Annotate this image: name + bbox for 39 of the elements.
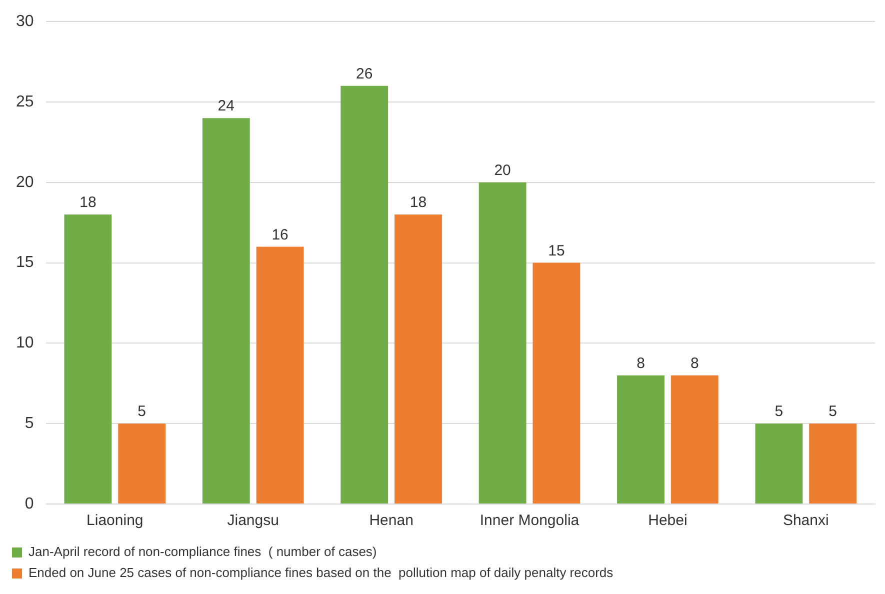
bar: [340, 86, 388, 504]
y-tick-label: 5: [24, 415, 34, 432]
data-label: 16: [272, 226, 288, 244]
data-label: 18: [80, 194, 96, 212]
bar: [532, 262, 580, 504]
x-tick-label: Jiangsu: [227, 512, 279, 530]
y-tick-label: 15: [16, 254, 34, 272]
x-tick-label: Inner Mongolia: [480, 512, 580, 530]
data-label: 8: [690, 355, 699, 372]
legend-label: Ended on June 25 cases of non-compliance fines based on the pollution map of daily penalty records: [28, 565, 614, 580]
data-label: 5: [828, 403, 838, 420]
y-tick-label: 0: [24, 495, 34, 512]
y-tick-label: 25: [16, 93, 34, 110]
bar: [809, 424, 857, 504]
bar: [478, 182, 526, 504]
data-label: 5: [138, 403, 146, 420]
data-label: 15: [548, 242, 565, 260]
x-tick-label: Henan: [369, 512, 414, 530]
y-tick-label: 30: [16, 13, 34, 30]
bar: [394, 214, 442, 504]
x-tick-label: Shanxi: [782, 512, 829, 530]
y-tick-label: 20: [16, 174, 34, 191]
data-label: 18: [410, 194, 427, 212]
data-label: 5: [774, 403, 784, 420]
data-label: 20: [494, 162, 511, 180]
legend-label: Jan-April record of non-compliance fines ( number of cases): [28, 544, 377, 560]
bar: [256, 246, 304, 504]
bar: [617, 375, 664, 504]
data-label: 8: [636, 355, 645, 372]
data-label: 26: [356, 66, 373, 83]
bar: [670, 375, 718, 504]
bar: [755, 424, 803, 504]
x-tick-label: Liaoning: [86, 512, 144, 530]
data-label: 24: [218, 98, 234, 115]
y-tick-label: 10: [16, 334, 34, 352]
bar: [64, 214, 112, 504]
bar: [202, 118, 250, 504]
bar: [118, 424, 166, 504]
x-tick-label: Hebei: [648, 512, 688, 530]
